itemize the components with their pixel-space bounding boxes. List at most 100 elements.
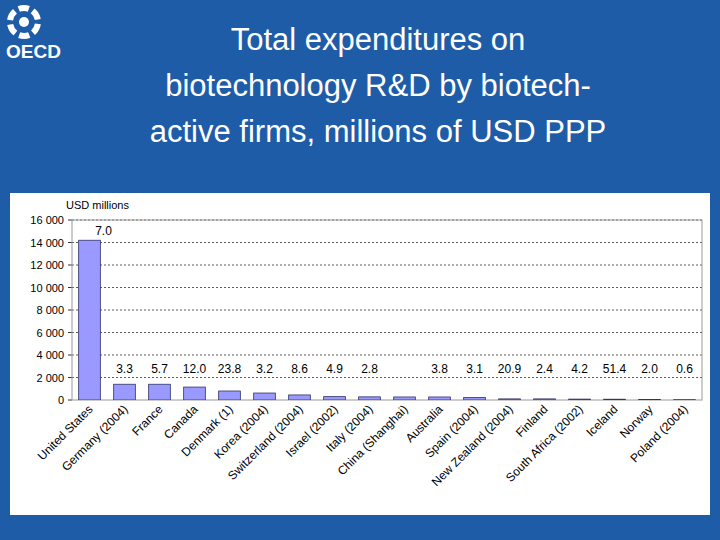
logo-segment xyxy=(19,35,29,36)
annotation-bg xyxy=(462,362,487,376)
logo-dot xyxy=(19,17,29,27)
logo-segment xyxy=(33,24,38,33)
annotation: 4.9 xyxy=(326,362,343,376)
annotation: 51.4 xyxy=(603,362,627,376)
annotation-bg xyxy=(179,362,211,376)
bar xyxy=(569,399,591,400)
annotation: 2.0 xyxy=(641,362,658,376)
title-line: Total expenditures on xyxy=(231,22,526,57)
bar xyxy=(674,399,696,400)
grid-line xyxy=(72,355,702,356)
slide: OECD Total expenditures on biotechnology R… xyxy=(0,0,720,540)
title-line: active firms, millions of USD PPP xyxy=(150,114,607,149)
y-tick-label: 8 000 xyxy=(36,304,64,316)
y-tick-label: 16 000 xyxy=(30,214,64,226)
annotation-bg xyxy=(599,362,631,376)
annotation: 4.2 xyxy=(571,362,588,376)
grid-line xyxy=(72,242,702,243)
x-tick-label: Poland (2004) xyxy=(627,402,690,465)
chart-panel xyxy=(10,193,710,515)
bar xyxy=(639,399,661,400)
bar xyxy=(429,397,451,400)
annotation: 3.2 xyxy=(256,362,273,376)
y-tick-label: 0 xyxy=(58,394,64,406)
annotation-bg xyxy=(91,224,116,238)
logo-segment xyxy=(10,24,15,33)
annotation-bg xyxy=(672,362,697,376)
bar xyxy=(499,399,521,400)
grid-line xyxy=(72,310,702,311)
annotation-bg xyxy=(322,362,347,376)
x-tick-label: Germany (2004) xyxy=(59,402,131,474)
y-tick-label: 14 000 xyxy=(30,237,64,249)
annotation: 2.8 xyxy=(361,362,378,376)
bar xyxy=(604,399,626,400)
annotation-bg xyxy=(494,362,526,376)
annotation-bg xyxy=(427,362,452,376)
y-tick-label: 4 000 xyxy=(36,349,64,361)
annotation: 3.3 xyxy=(116,362,133,376)
annotation: 5.7 xyxy=(151,362,168,376)
y-tick xyxy=(68,310,72,311)
annotation-bg xyxy=(357,362,382,376)
logo-segment xyxy=(19,8,29,9)
y-tick-label: 2 000 xyxy=(36,372,64,384)
bar xyxy=(359,397,381,400)
grid-line xyxy=(72,377,702,378)
y-tick xyxy=(68,287,72,288)
annotation-bg xyxy=(532,362,557,376)
y-tick-label: 10 000 xyxy=(30,282,64,294)
logo-text: OECD xyxy=(6,41,61,62)
x-tick-label: France xyxy=(129,402,166,439)
annotation: 20.9 xyxy=(498,362,522,376)
grid-line xyxy=(72,265,702,266)
annotation: 23.8 xyxy=(218,362,242,376)
logo: OECD xyxy=(6,8,61,62)
bar xyxy=(464,397,486,400)
y-tick xyxy=(68,400,72,401)
x-tick-label: Iceland xyxy=(583,402,620,439)
y-tick xyxy=(68,220,72,221)
bar xyxy=(254,393,276,400)
bar xyxy=(289,395,311,400)
y-tick xyxy=(68,332,72,333)
bar xyxy=(149,384,171,400)
bar xyxy=(114,384,136,400)
plot-frame xyxy=(72,220,702,400)
y-tick xyxy=(68,377,72,378)
annotation-bg xyxy=(287,362,312,376)
logo-segment xyxy=(10,11,15,20)
bar xyxy=(534,399,556,400)
bar xyxy=(184,387,206,400)
annotation-bg xyxy=(112,362,137,376)
annotation: 8.6 xyxy=(291,362,308,376)
x-tick-label: New Zealand (2004) xyxy=(429,402,516,489)
logo-segment xyxy=(33,11,38,20)
annotation: 3.1 xyxy=(466,362,483,376)
bars xyxy=(79,240,696,400)
y-tick xyxy=(68,355,72,356)
bar xyxy=(79,240,101,400)
annotation: 3.8 xyxy=(431,362,448,376)
grid-line xyxy=(72,287,702,288)
grid-line xyxy=(72,332,702,333)
y-axis-label: USD millions xyxy=(66,199,129,211)
annotation: 7.0 xyxy=(95,224,112,238)
bar xyxy=(219,391,241,400)
annotation-bg xyxy=(567,362,592,376)
y-tick-label: 12 000 xyxy=(30,259,64,271)
bar xyxy=(324,397,346,400)
y-tick xyxy=(68,265,72,266)
annotation-bg xyxy=(252,362,277,376)
title: Total expenditures on biotechnology R&D b… xyxy=(150,22,607,149)
x-tick-label: South Africa (2002) xyxy=(503,402,586,485)
x-tick-label: China (Shanghai) xyxy=(335,402,411,478)
annotation-bg xyxy=(147,362,172,376)
annotation: 2.4 xyxy=(536,362,553,376)
annotation-bg xyxy=(214,362,246,376)
annotation: 0.6 xyxy=(676,362,693,376)
title-line: biotechnology R&D by biotech- xyxy=(165,68,591,103)
bar xyxy=(394,397,416,400)
annotation-bg xyxy=(637,362,662,376)
annotation: 12.0 xyxy=(183,362,207,376)
